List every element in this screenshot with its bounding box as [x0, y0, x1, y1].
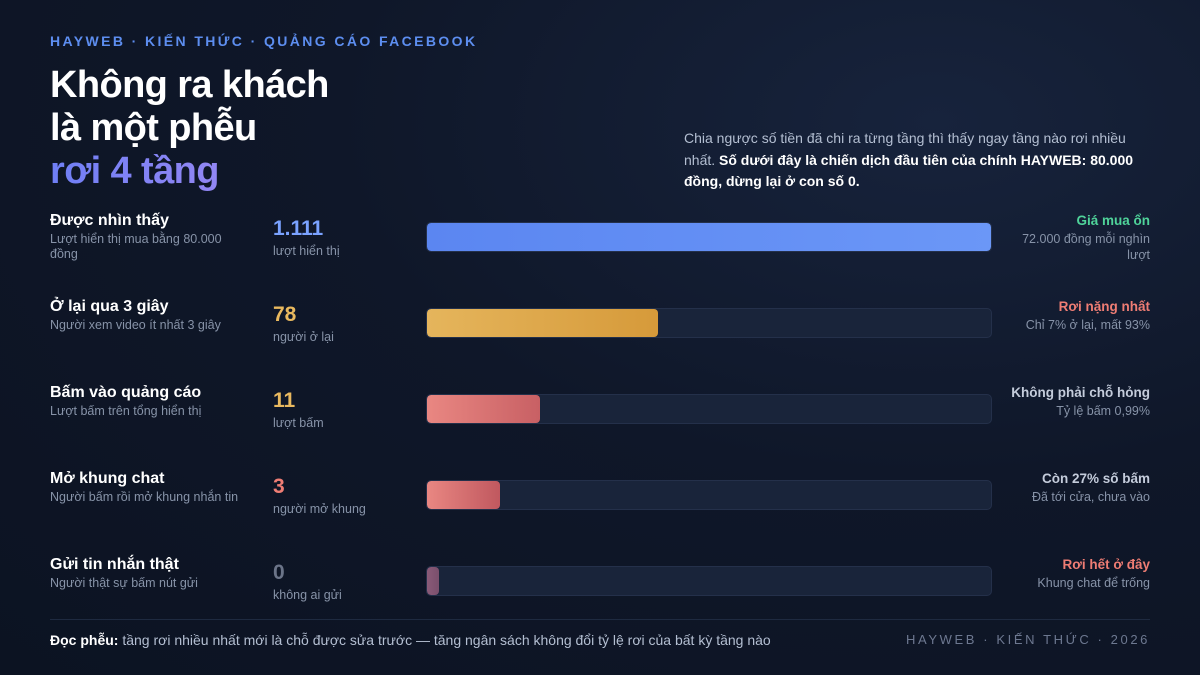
intro-text: Chia ngược số tiền đã chi ra từng tầng t…	[684, 130, 1126, 168]
footer-text: tầng rơi nhiều nhất mới là chỗ được sửa …	[118, 632, 771, 648]
stage-description: Người thật sự bấm nút gửi	[50, 576, 198, 590]
bar-fill	[427, 481, 501, 509]
stage-value: 11	[273, 389, 296, 412]
stage-label: Gửi tin nhắn thật	[50, 556, 179, 573]
stage-label: Ở lại qua 3 giây	[50, 298, 169, 315]
stage-description: Người bấm rồi mở khung nhắn tin	[50, 490, 239, 504]
funnel-row: Bấm vào quảng cáo Lượt bấm trên tổng hiển…	[50, 384, 1150, 470]
page-title: Không ra khách là một phễu rơi 4 tầng	[50, 64, 329, 193]
title-line-3-accent: rơi 4 tầng	[50, 150, 329, 193]
intro-bold-text: Số dưới đây là chiến dịch đầu tiên của c…	[684, 151, 1134, 190]
intro-paragraph: Chia ngược số tiền đã chi ra từng tầng t…	[684, 128, 1144, 193]
title-line-1: Không ra khách	[50, 64, 329, 106]
stage-unit: người mở khung	[273, 502, 366, 516]
bar-track	[426, 222, 992, 252]
stage-note: Tỷ lệ bấm 0,99%	[1056, 404, 1150, 418]
funnel-chart: Được nhìn thấy Lượt hiển thị mua bằng 80.…	[50, 212, 1150, 642]
stage-label: Được nhìn thấy	[50, 212, 169, 229]
stage-status: Rơi nặng nhất	[1058, 299, 1150, 314]
bar-track	[426, 394, 992, 424]
stage-unit: không ai gửi	[273, 588, 342, 602]
stage-value: 3	[273, 475, 285, 498]
bar-fill	[427, 223, 991, 251]
footer-brand: HAYWEB · KIẾN THỨC · 2026	[906, 632, 1150, 647]
stage-value: 1.111	[273, 217, 324, 240]
stage-status: Còn 27% số bấm	[1041, 471, 1150, 486]
stage-label: Bấm vào quảng cáo	[50, 384, 202, 401]
bar-track	[426, 566, 992, 596]
stage-unit: người ở lại	[273, 330, 334, 344]
stage-description: Lượt bấm trên tổng hiển thị	[50, 404, 202, 418]
funnel-row: Mở khung chat Người bấm rồi mở khung nhắn…	[50, 470, 1150, 556]
kicker-label: HAYWEB · KIẾN THỨC · QUẢNG CÁO FACEBOOK	[50, 33, 478, 49]
stage-unit: lượt hiển thị	[273, 244, 340, 258]
stage-value: 78	[273, 303, 297, 326]
stage-note: 72.000 đồng mỗi nghìn lượt	[1022, 232, 1150, 262]
funnel-row: Gửi tin nhắn thật Người thật sự bấm nút g…	[50, 556, 1150, 642]
bar-track	[426, 480, 992, 510]
stage-note: Đã tới cửa, chưa vào	[1031, 490, 1150, 504]
stage-description: Lượt hiển thị mua bằng 80.000 đồng	[50, 232, 222, 261]
stage-description: Người xem video ít nhất 3 giây	[50, 318, 221, 332]
stage-status: Giá mua ổn	[1076, 213, 1150, 228]
bar-track	[426, 308, 992, 338]
funnel-row: Được nhìn thấy Lượt hiển thị mua bằng 80.…	[50, 212, 1150, 298]
stage-note: Chỉ 7% ở lại, mất 93%	[1025, 318, 1150, 332]
stage-unit: lượt bấm	[273, 416, 324, 430]
stage-value: 0	[273, 561, 285, 584]
footer-note: Đọc phễu: tầng rơi nhiều nhất mới là chỗ…	[50, 632, 771, 648]
title-line-2: là một phễu	[50, 107, 257, 149]
footer-lead: Đọc phễu:	[50, 632, 119, 648]
funnel-row: Ở lại qua 3 giây Người xem video ít nhất …	[50, 298, 1150, 384]
stage-status: Không phải chỗ hỏng	[1011, 385, 1150, 400]
stage-status: Rơi hết ở đây	[1062, 557, 1150, 572]
bar-fill	[427, 395, 540, 423]
stage-label: Mở khung chat	[50, 470, 165, 487]
stage-note: Khung chat để trống	[1037, 576, 1150, 590]
footer-divider	[50, 619, 1150, 620]
bar-fill	[427, 309, 659, 337]
bar-fill	[427, 567, 439, 595]
